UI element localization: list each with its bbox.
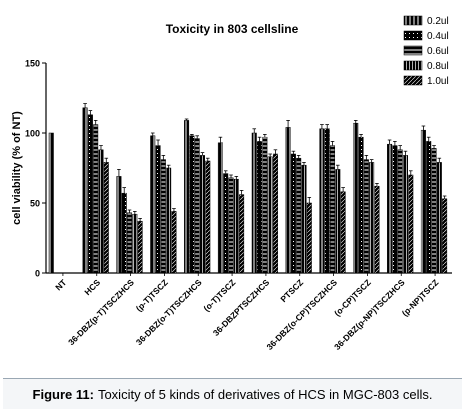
chart-title: Toxicity in 803 cellsline — [166, 22, 299, 36]
y-axis-label: cell viability (% of NT) — [11, 111, 23, 225]
bar — [262, 136, 268, 274]
bar — [330, 145, 336, 274]
bar — [171, 211, 177, 274]
bar — [426, 141, 432, 274]
bar — [296, 157, 302, 274]
bar — [189, 135, 195, 274]
bar — [290, 153, 296, 274]
legend-swatch — [403, 15, 423, 26]
bar — [166, 167, 172, 274]
bar — [436, 162, 442, 274]
bar — [98, 149, 104, 274]
bar — [358, 136, 364, 274]
bar — [150, 135, 156, 274]
bar — [116, 176, 122, 274]
bar — [127, 212, 133, 274]
legend-label: 0.4ul — [427, 31, 449, 42]
bar — [392, 145, 398, 274]
bar — [285, 127, 291, 274]
bar — [223, 173, 229, 274]
x-tick-label: 36-DBZ(p-T)TSCZHCS — [66, 277, 136, 347]
figure-caption: Figure 11: Toxicity of 5 kinds of deriva… — [3, 378, 462, 409]
bar — [397, 149, 403, 274]
legend-swatch — [403, 45, 423, 56]
bar — [199, 155, 205, 274]
x-tick-label: 36-DBZ(p-NP)TSCZHCS — [332, 277, 407, 352]
legend-label: 0.6ul — [427, 46, 449, 57]
bar — [420, 129, 426, 274]
bar — [408, 174, 414, 274]
y-tick-label: 50 — [30, 199, 40, 209]
bar — [363, 159, 369, 274]
x-tick-label: NT — [53, 277, 69, 293]
bar — [239, 194, 245, 274]
y-tick-label: 150 — [25, 59, 40, 69]
bar — [87, 114, 93, 274]
legend-label: 0.8ul — [427, 61, 449, 72]
bar — [251, 132, 257, 274]
legend: 0.2ul 0.4ul 0.6ul 0.8ul 1.0ul — [403, 15, 449, 87]
bar — [137, 220, 143, 274]
bar — [121, 192, 127, 274]
bar — [442, 198, 448, 274]
bar — [340, 191, 346, 274]
bar — [184, 120, 190, 274]
y-tick-label: 100 — [25, 129, 40, 139]
bar — [335, 169, 341, 274]
bar — [369, 162, 375, 274]
bar — [267, 156, 273, 274]
bar — [48, 132, 54, 274]
legend-swatch — [403, 30, 423, 41]
bar — [228, 177, 234, 274]
x-tick-label: 36-DBZPTSCZHCS — [211, 277, 272, 338]
bar — [324, 128, 330, 274]
bar — [194, 138, 200, 274]
chart: Toxicity in 803 cellsline cell viability… — [11, 15, 452, 352]
axes: 0 50 100 150 — [25, 59, 452, 279]
x-tick-label: (p-T)TSCZ — [134, 277, 170, 313]
bar — [155, 145, 161, 274]
bar — [319, 128, 325, 274]
y-tick-label: 0 — [35, 269, 40, 279]
legend-swatch — [403, 60, 423, 71]
x-tick-label: HCS — [82, 277, 102, 297]
caption-text: Toxicity of 5 kinds of derivatives of HC… — [97, 386, 433, 402]
legend-label: 0.2ul — [427, 16, 449, 27]
bar — [82, 107, 88, 274]
bar — [402, 155, 408, 274]
bar — [374, 185, 380, 274]
bar — [257, 141, 263, 274]
bar — [272, 153, 278, 274]
bar — [353, 122, 359, 274]
x-tick-label: (o-T)TSCZ — [201, 277, 237, 313]
bar — [160, 159, 166, 274]
bar — [233, 178, 239, 274]
caption-label: Figure 11: — [32, 386, 94, 402]
bar — [387, 143, 393, 274]
legend-label: 1.0ul — [427, 76, 449, 87]
bar — [306, 202, 312, 274]
bar — [431, 148, 437, 274]
bar — [217, 142, 223, 274]
bar — [103, 162, 109, 274]
bars — [48, 103, 448, 274]
legend-swatch — [403, 75, 423, 86]
x-tick-labels: NT HCS36-DBZ(p-T)TSCZHCS(p-T)TSCZ36-DBZ(o… — [53, 273, 440, 352]
x-tick-label: 36-DBZ(o-T)TSCZHCS — [134, 277, 204, 347]
x-tick-label: (p-NP)TSCZ — [400, 277, 441, 318]
bar — [205, 160, 211, 274]
bar — [93, 124, 99, 274]
bar — [301, 164, 307, 274]
bar — [132, 213, 138, 274]
x-tick-label: 36-DBZ(o-CP)TSCZHCS — [264, 277, 339, 352]
x-tick-label: PTSCZ — [278, 277, 305, 304]
